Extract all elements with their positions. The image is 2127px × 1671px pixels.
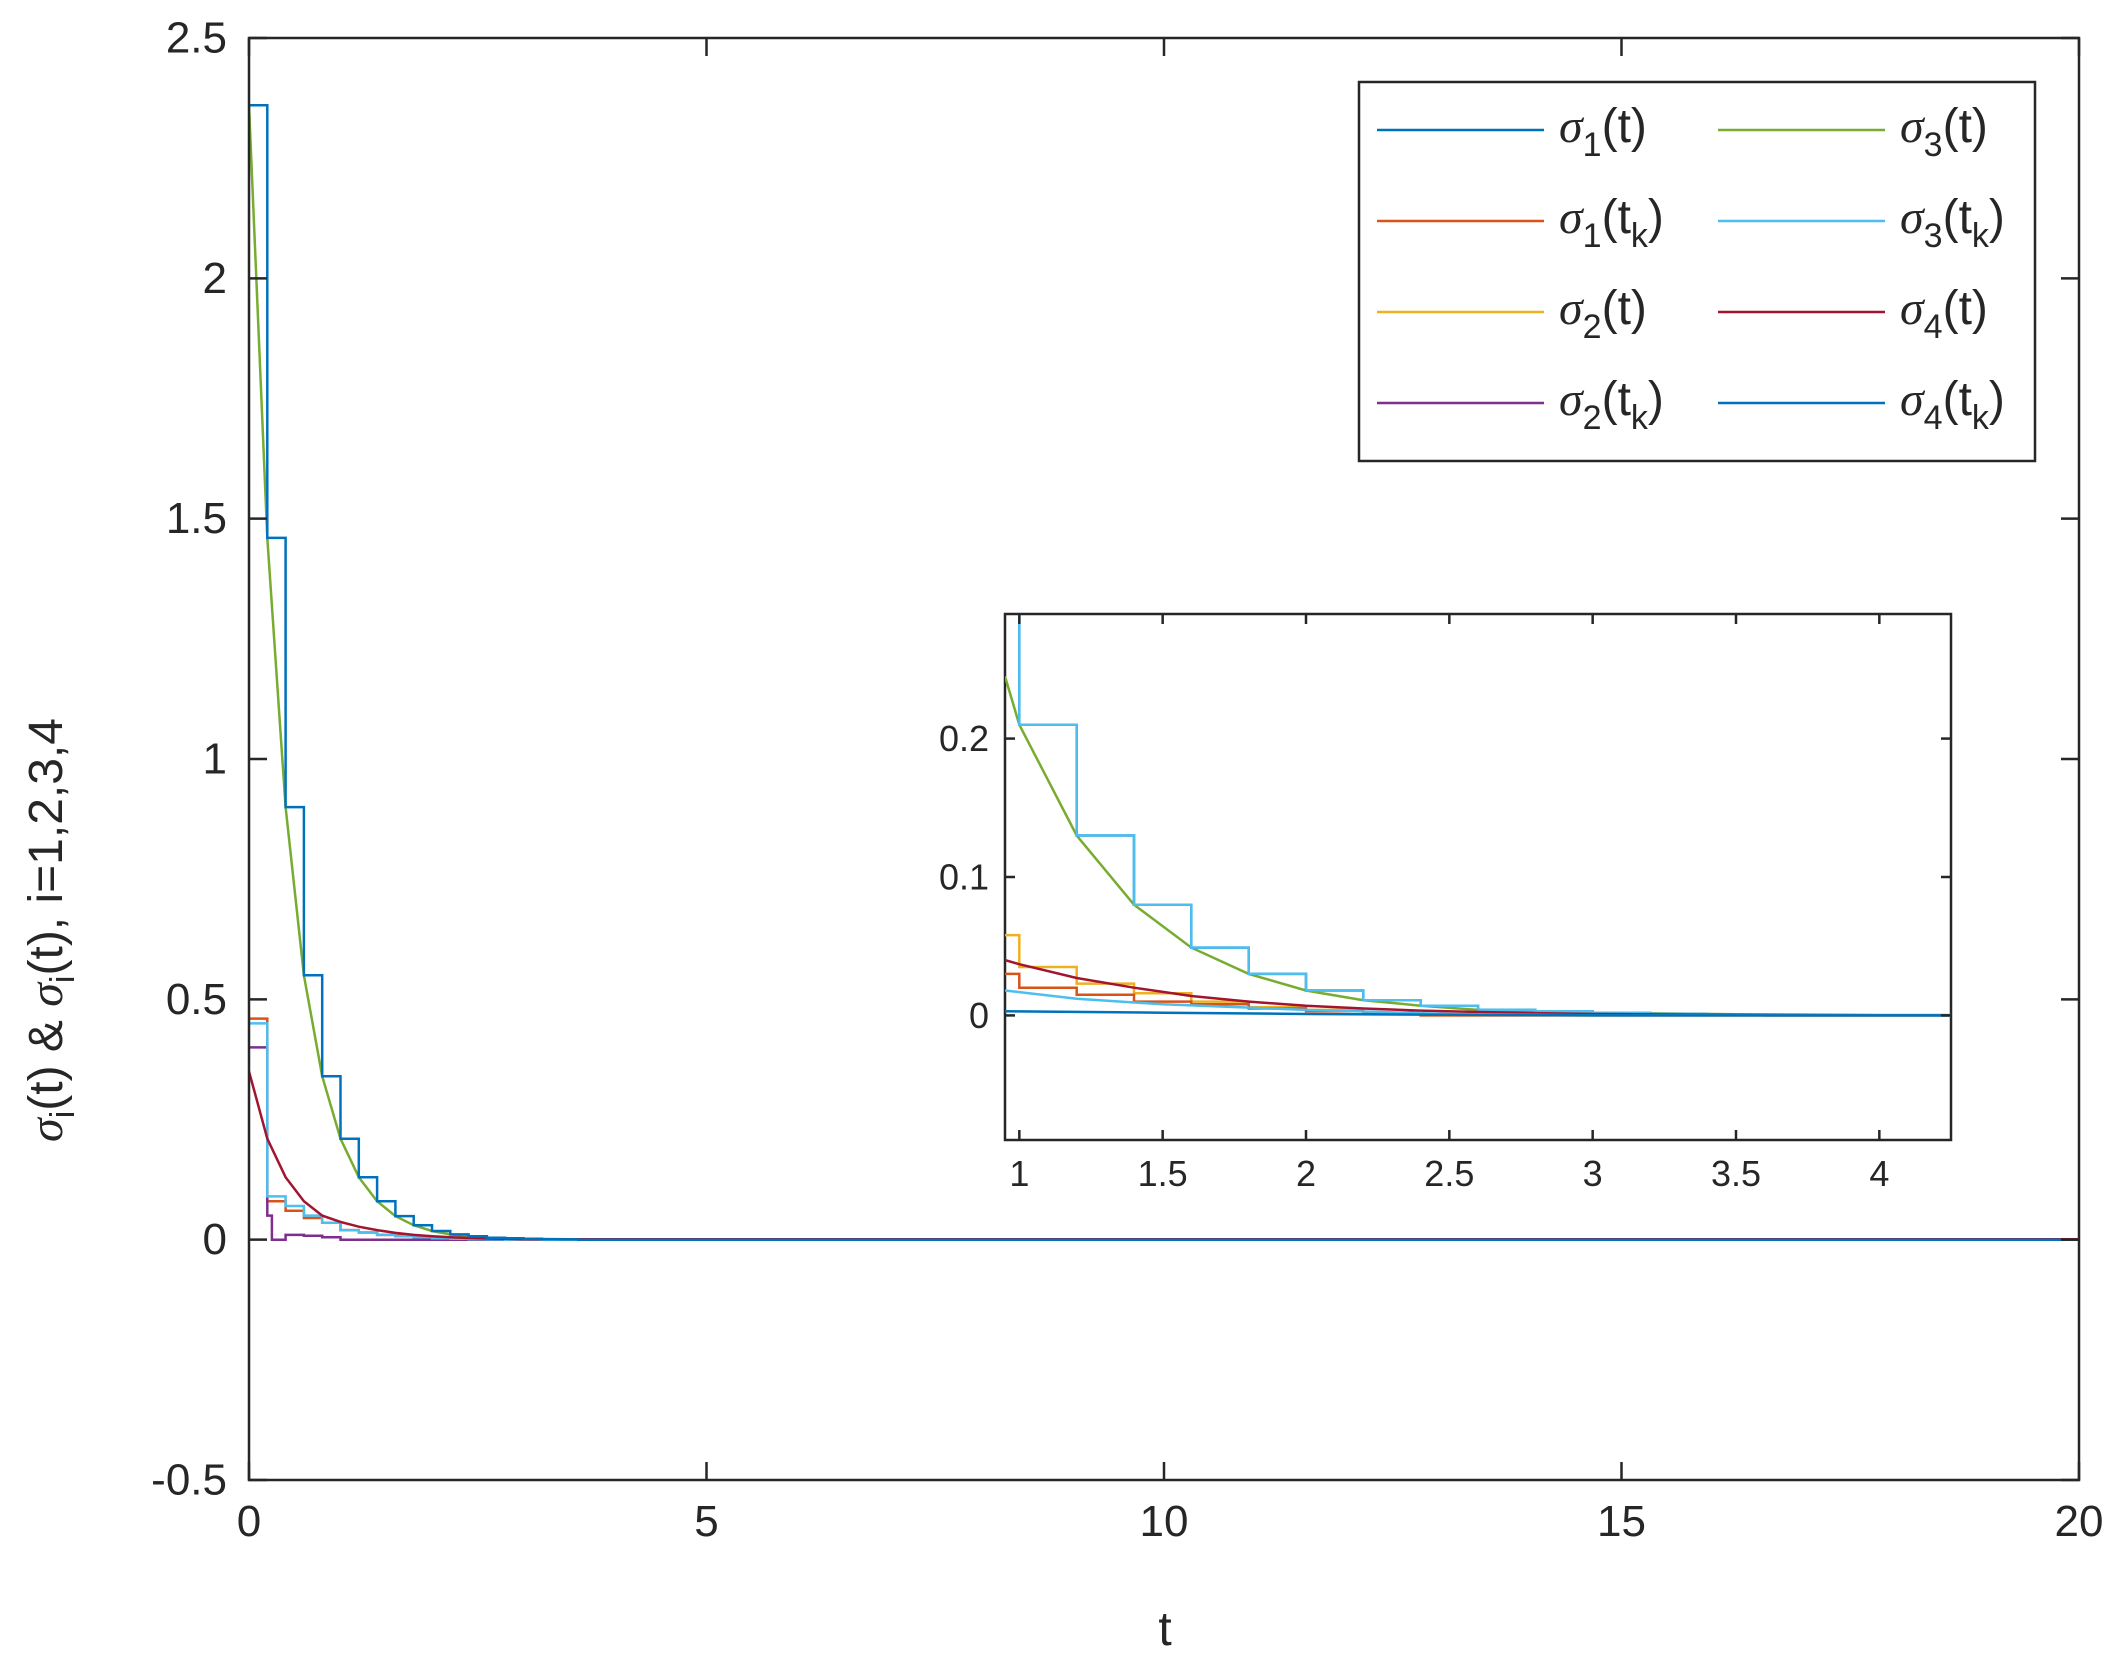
legend-entry-1-t: σ1(t): [1377, 100, 1647, 164]
main-x-tick-label: 10: [1140, 1497, 1189, 1546]
main-x-tick-label: 20: [2055, 1497, 2104, 1546]
legend-entry-4-tk: σ4(tk): [1718, 373, 2005, 437]
legend-box: [1357, 80, 2037, 463]
main-y-tick-label: 0: [203, 1215, 227, 1264]
inset-x-tick-label: 2: [1296, 1153, 1316, 1194]
inset-x-tick-label: 1.5: [1138, 1153, 1188, 1194]
main-series-4-tk: [249, 104, 2079, 1241]
inset-x-tick-label: 3: [1583, 1153, 1603, 1194]
inset-series-1-t: [1005, 1010, 1951, 1017]
main-series-2-tk: [249, 1046, 2079, 1241]
inset-y-tick-label: 0: [969, 995, 989, 1036]
legend-label: σ4(tk): [1900, 373, 2005, 437]
legend-label: σ1(tk): [1559, 191, 1664, 255]
inset-axes-box: [1003, 612, 1953, 1142]
main-x-tick-label: 0: [237, 1497, 261, 1546]
legend-label: σ1(t): [1559, 100, 1647, 164]
legend-label: σ2(tk): [1559, 373, 1664, 437]
main-x-tick-label: 15: [1597, 1497, 1646, 1546]
main-y-tick-label: -0.5: [151, 1456, 227, 1505]
main-y-tick-label: 2: [203, 254, 227, 303]
main-y-tick-label: 2.5: [166, 14, 227, 63]
inset-x-tick-label: 3.5: [1711, 1153, 1761, 1194]
legend-label: σ2(t): [1559, 282, 1647, 346]
legend-label: σ3(tk): [1900, 191, 2005, 255]
inset-axis-ticks: 1 1.5 2 2.5 3 3.5 4 0 0.1 0.2: [939, 614, 1951, 1194]
main-axis-ticks: 0 5 10 15 20-0.500.511.522.5: [151, 14, 2103, 1547]
legend-entry-2-t: σ2(t): [1377, 282, 1647, 346]
y-axis-label: σi(t) & σi(t), i=1,2,3,4: [20, 718, 82, 1142]
main-y-tick-label: 1.5: [166, 494, 227, 543]
inset-y-tick-label: 0.1: [939, 857, 989, 898]
main-plot-area: [249, 104, 2079, 1241]
main-x-tick-label: 5: [694, 1497, 718, 1546]
inset-x-tick-label: 2.5: [1424, 1153, 1474, 1194]
legend: σ1(t) σ1(tk) σ2(t) σ2(tk) σ3(t) σ3(tk) σ4(t) σ4…: [1357, 80, 2037, 463]
legend-entries: σ1(t) σ1(tk) σ2(t) σ2(tk) σ3(t) σ3(tk) σ4(t) σ4…: [1377, 100, 2005, 437]
inset-x-tick-label: 4: [1869, 1153, 1889, 1194]
legend-label: σ4(t): [1900, 282, 1988, 346]
legend-entry-1-tk: σ1(tk): [1377, 191, 1664, 255]
main-y-tick-label: 1: [203, 735, 227, 784]
legend-entry-3-tk: σ3(tk): [1718, 191, 2005, 255]
inset-y-tick-label: 0.2: [939, 718, 989, 759]
inset-x-tick-label: 1: [1009, 1153, 1029, 1194]
x-axis-label: t: [1158, 1603, 1171, 1656]
legend-entry-4-t: σ4(t): [1718, 282, 1988, 346]
legend-label: σ3(t): [1900, 100, 1988, 164]
main-y-tick-label: 0.5: [166, 975, 227, 1024]
legend-entry-3-t: σ3(t): [1718, 100, 1988, 164]
legend-entry-2-tk: σ2(tk): [1377, 373, 1664, 437]
inset-plot-area: [1005, 614, 1951, 1017]
